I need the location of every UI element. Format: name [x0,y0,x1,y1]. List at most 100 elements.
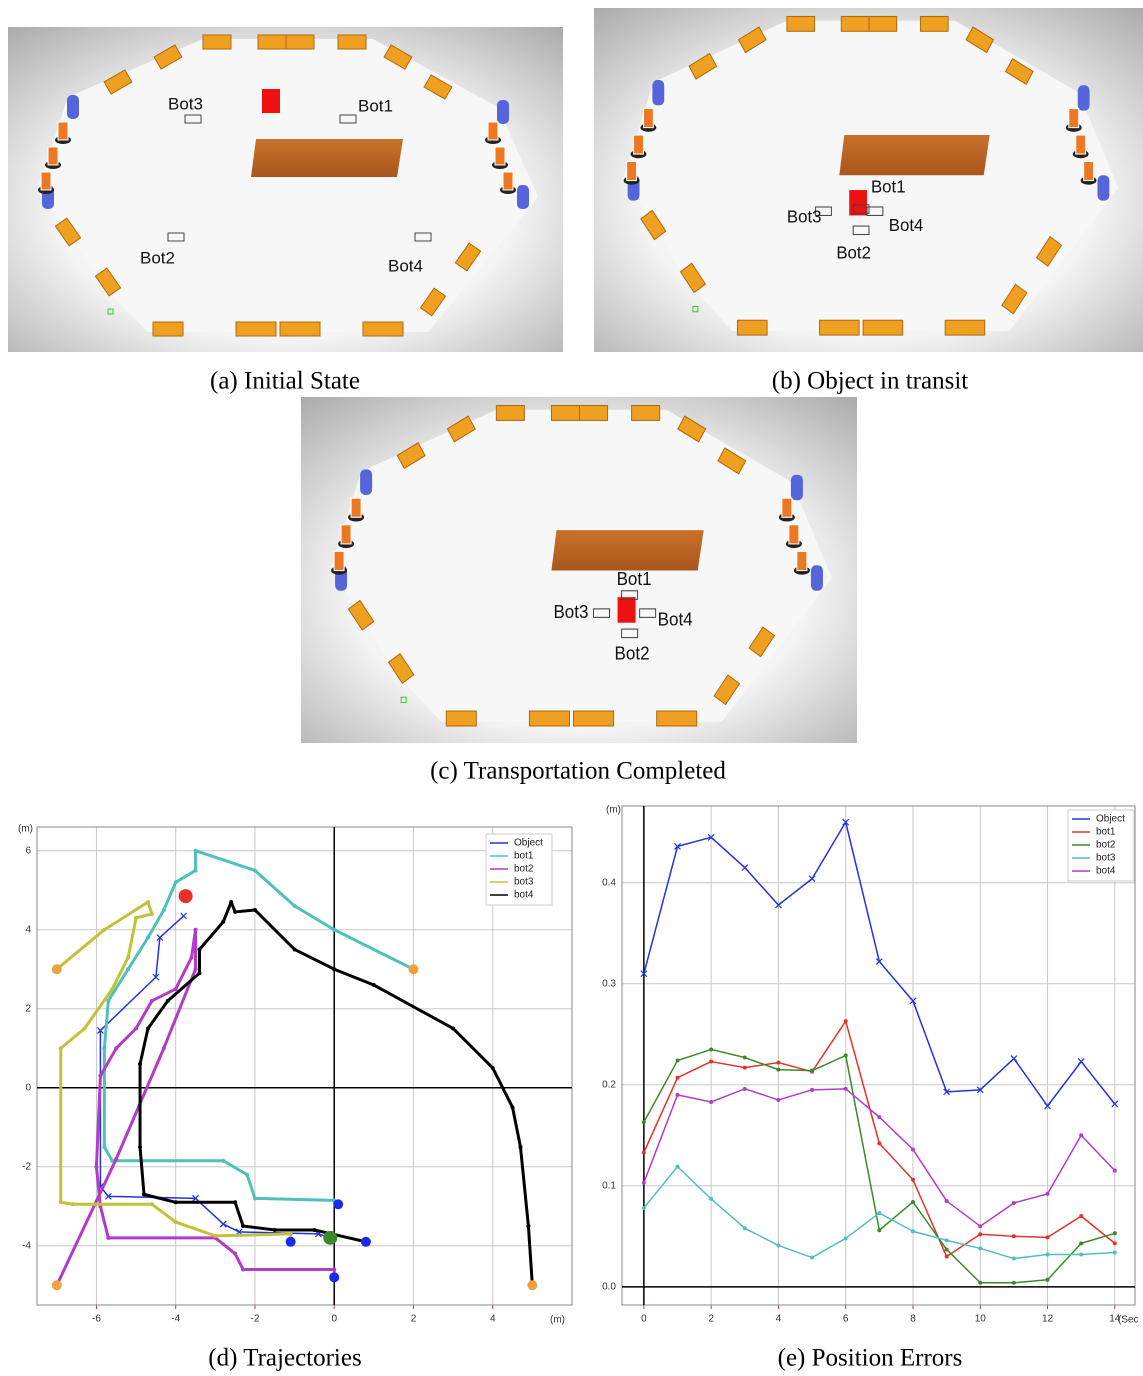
barrier [551,406,579,421]
x-tick-label: -6 [92,1314,101,1325]
point-marker [126,955,130,959]
point-marker [978,1232,982,1236]
point-marker [174,1200,178,1204]
point-marker [945,1255,949,1259]
cone [789,525,799,544]
endpoint-marker [333,1199,343,1209]
point-marker [102,928,106,932]
point-marker [59,1046,63,1050]
point-marker [1046,1192,1050,1196]
cone [634,135,644,154]
robot-label: Bot3 [168,94,203,113]
cone [488,122,498,140]
y-tick-label: 2 [25,1003,31,1014]
point-marker [1046,1252,1050,1256]
point-marker [978,1246,982,1250]
endpoint-marker [52,1280,62,1290]
x-tick-label: -2 [251,1314,260,1325]
point-marker [194,868,198,872]
barrier [820,320,860,335]
point-marker [526,1224,530,1228]
point-marker [332,1267,336,1271]
point-marker [197,947,201,951]
point-marker [776,1061,780,1065]
x-tick-label: 6 [843,1314,849,1325]
point-marker [743,1066,747,1070]
point-marker [293,947,297,951]
series-line [57,930,334,1286]
barrier [869,16,897,31]
series-line [57,902,291,1242]
point-marker [776,1243,780,1247]
point-marker [911,1147,915,1151]
cone [627,161,637,180]
point-marker [142,1192,146,1196]
point-marker [676,1076,680,1080]
y-axis-label: (m) [606,805,621,816]
legend-label: bot4 [1096,866,1116,877]
point-marker [844,1019,848,1023]
series-line [644,1089,1115,1226]
point-marker [810,1069,814,1073]
robot-label: Bot4 [889,214,924,235]
panel-caption: (c) Transportation Completed [430,758,726,785]
point-marker [233,1200,237,1204]
y-tick-label: 0.1 [602,1180,616,1191]
point-marker [1113,1250,1117,1254]
point-marker [233,910,237,914]
point-marker [709,1047,713,1051]
point-marker [945,1238,949,1242]
point-marker [312,1228,316,1232]
point-marker [676,1093,680,1097]
barrier [236,322,276,336]
post [811,565,823,591]
legend-label: bot4 [514,890,534,901]
post [791,475,803,501]
point-marker [1012,1234,1016,1238]
point-marker [1079,1133,1083,1137]
point-marker [138,1145,142,1149]
point-marker [146,1026,150,1030]
point-marker [676,1059,680,1063]
point-marker [134,916,138,920]
y-tick-label: 0.0 [602,1281,616,1292]
point-marker [138,1062,142,1066]
table [839,135,989,175]
table [551,530,703,570]
post [1097,175,1109,200]
point-marker [1113,1241,1117,1245]
figure: Bot3Bot1Bot2Bot4(a) Initial StateBot1Bot… [0,0,1143,1376]
barrier [945,320,985,335]
barrier [787,16,815,31]
point-marker [1078,1059,1084,1065]
post [517,185,529,209]
point-marker [174,987,178,991]
point-marker [776,1098,780,1102]
endpoint-marker [527,1280,537,1290]
point-marker [877,1211,881,1215]
endpoint-marker [179,889,193,903]
point-marker [174,1220,178,1224]
point-marker [245,1173,249,1177]
cone [503,172,513,190]
barrier [258,35,286,49]
point-marker [174,880,178,884]
robot-label: Bot3 [787,206,822,227]
chart: -6-4-2024-4-20246(m)(m)Objectbot1bot2bot… [18,824,572,1326]
x-tick-label: 2 [708,1314,714,1325]
cone [351,498,361,517]
point-marker [676,1165,680,1169]
point-marker [709,1100,713,1104]
barrier [920,16,948,31]
point-marker [844,1236,848,1240]
point-marker [911,1229,915,1233]
point-marker [642,1206,646,1210]
point-marker [1079,1214,1083,1218]
barrier [573,711,613,726]
point-marker [293,904,297,908]
point-marker [213,1234,217,1238]
cone [797,551,807,570]
y-tick-label: 0.4 [602,877,616,888]
point-marker [911,1200,915,1204]
